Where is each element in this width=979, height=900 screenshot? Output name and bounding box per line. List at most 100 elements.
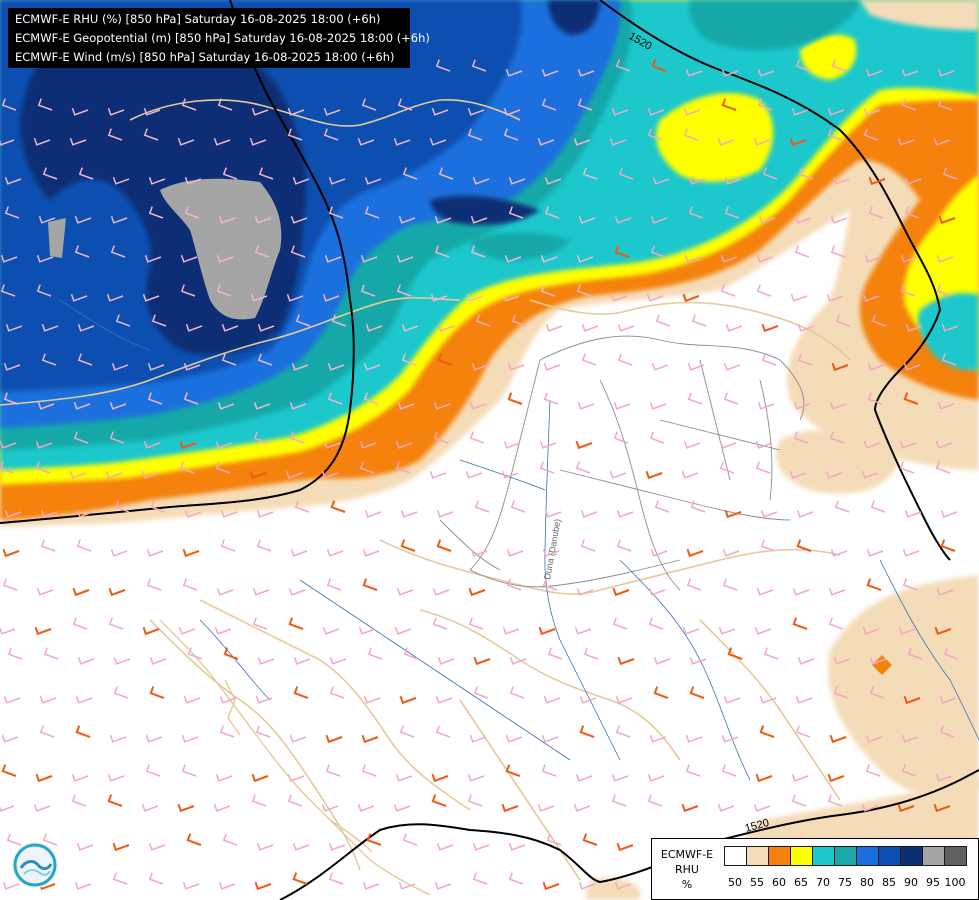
legend-tick: 55 — [750, 876, 764, 889]
wind-barb — [393, 137, 411, 146]
wind-barb — [721, 68, 739, 77]
wind-barb — [41, 323, 59, 332]
wind-barb — [327, 362, 345, 371]
wind-barb — [797, 353, 813, 366]
wind-barb — [6, 833, 22, 846]
wind-barb — [39, 695, 57, 704]
rhu-field-65-northeast-2 — [800, 34, 857, 80]
wind-barb — [537, 137, 555, 146]
wind-barb — [143, 440, 161, 449]
wind-barb — [434, 245, 450, 258]
wind-barb — [687, 392, 703, 405]
wind-barb — [0, 254, 18, 263]
wind-barb — [73, 431, 89, 444]
wind-barb — [402, 833, 418, 846]
wind-barb — [471, 362, 489, 371]
wind-barb — [220, 539, 236, 552]
wind-barb — [681, 803, 699, 813]
legend-swatch — [900, 846, 923, 866]
wind-barb — [756, 284, 772, 297]
wind-barb — [615, 695, 633, 704]
wind-barb — [577, 98, 593, 111]
wind-barb — [329, 686, 345, 699]
wind-barb — [614, 881, 632, 890]
wind-barb — [757, 98, 773, 111]
wind-barb — [797, 656, 815, 665]
wind-barb — [465, 470, 483, 479]
wind-barb — [108, 587, 126, 597]
wind-barb — [827, 773, 845, 783]
wind-barb — [791, 794, 807, 807]
wind-barb — [0, 461, 15, 474]
wind-barb — [684, 254, 702, 263]
legend-tick: 100 — [944, 876, 966, 889]
wind-barb — [215, 440, 233, 449]
wind-barb — [182, 881, 200, 890]
wind-barb — [869, 686, 885, 699]
wind-barb — [789, 137, 807, 147]
wind-barb — [285, 470, 303, 479]
wind-barb — [467, 773, 485, 782]
wind-barb — [682, 626, 700, 635]
wind-barb — [256, 509, 274, 518]
wind-barb — [468, 617, 484, 630]
wind-barb — [400, 509, 418, 518]
wind-barb — [865, 68, 883, 77]
wind-barb — [257, 656, 275, 665]
wind-barb — [508, 872, 524, 885]
legend-model: ECMWF-E — [660, 848, 714, 861]
wind-barb — [538, 626, 556, 636]
wind-barb — [111, 362, 129, 371]
wind-barb — [105, 470, 123, 479]
wind-barb — [943, 647, 959, 660]
wind-barb — [863, 107, 881, 116]
wind-barb — [760, 509, 778, 518]
wind-barb — [758, 215, 776, 224]
wind-barb — [328, 872, 344, 885]
wind-barb — [830, 245, 846, 258]
wind-barb — [287, 128, 303, 141]
wind-barb — [109, 734, 127, 743]
rhu-field-90-east-strip — [430, 195, 540, 225]
coastline — [159, 619, 431, 896]
wind-barb — [289, 734, 307, 743]
wind-barb — [295, 314, 311, 327]
wind-barbs-layer — [0, 59, 959, 891]
wind-barb — [396, 284, 412, 297]
wind-barb — [757, 401, 775, 410]
wind-barb — [322, 293, 340, 302]
wind-barb — [504, 254, 522, 263]
wind-barb — [109, 431, 125, 444]
wind-barb — [579, 725, 595, 738]
wind-barb — [833, 656, 851, 665]
wind-barb — [903, 362, 921, 371]
wind-barb — [647, 794, 663, 807]
wind-barb — [403, 647, 419, 660]
wind-barb — [942, 167, 958, 180]
wind-barb — [934, 626, 952, 636]
wind-barb — [110, 548, 128, 557]
wind-barb — [430, 293, 448, 302]
wind-barb — [690, 500, 706, 513]
wind-barb — [1, 98, 17, 111]
legend-swatch — [768, 846, 791, 866]
wind-barb — [43, 647, 59, 660]
wind-barb — [145, 734, 163, 743]
wind-barb — [363, 362, 381, 371]
wind-barb — [546, 833, 562, 846]
map-title-box: ECMWF-E RHU (%) [850 hPa] Saturday 16-08… — [8, 8, 430, 68]
wind-barb — [0, 626, 16, 635]
wind-barb — [292, 872, 308, 885]
wind-barb — [541, 734, 559, 743]
wind-barb — [795, 59, 811, 72]
wind-barb — [794, 245, 810, 258]
wind-barb — [576, 587, 594, 596]
wind-barb — [177, 137, 195, 146]
wind-barb — [71, 773, 89, 782]
wind-barb — [612, 617, 628, 630]
wind-barb — [216, 587, 234, 596]
wind-barb — [609, 137, 627, 146]
wind-barb — [545, 323, 563, 332]
wind-barb — [761, 323, 779, 333]
legend-swatch — [834, 846, 857, 866]
